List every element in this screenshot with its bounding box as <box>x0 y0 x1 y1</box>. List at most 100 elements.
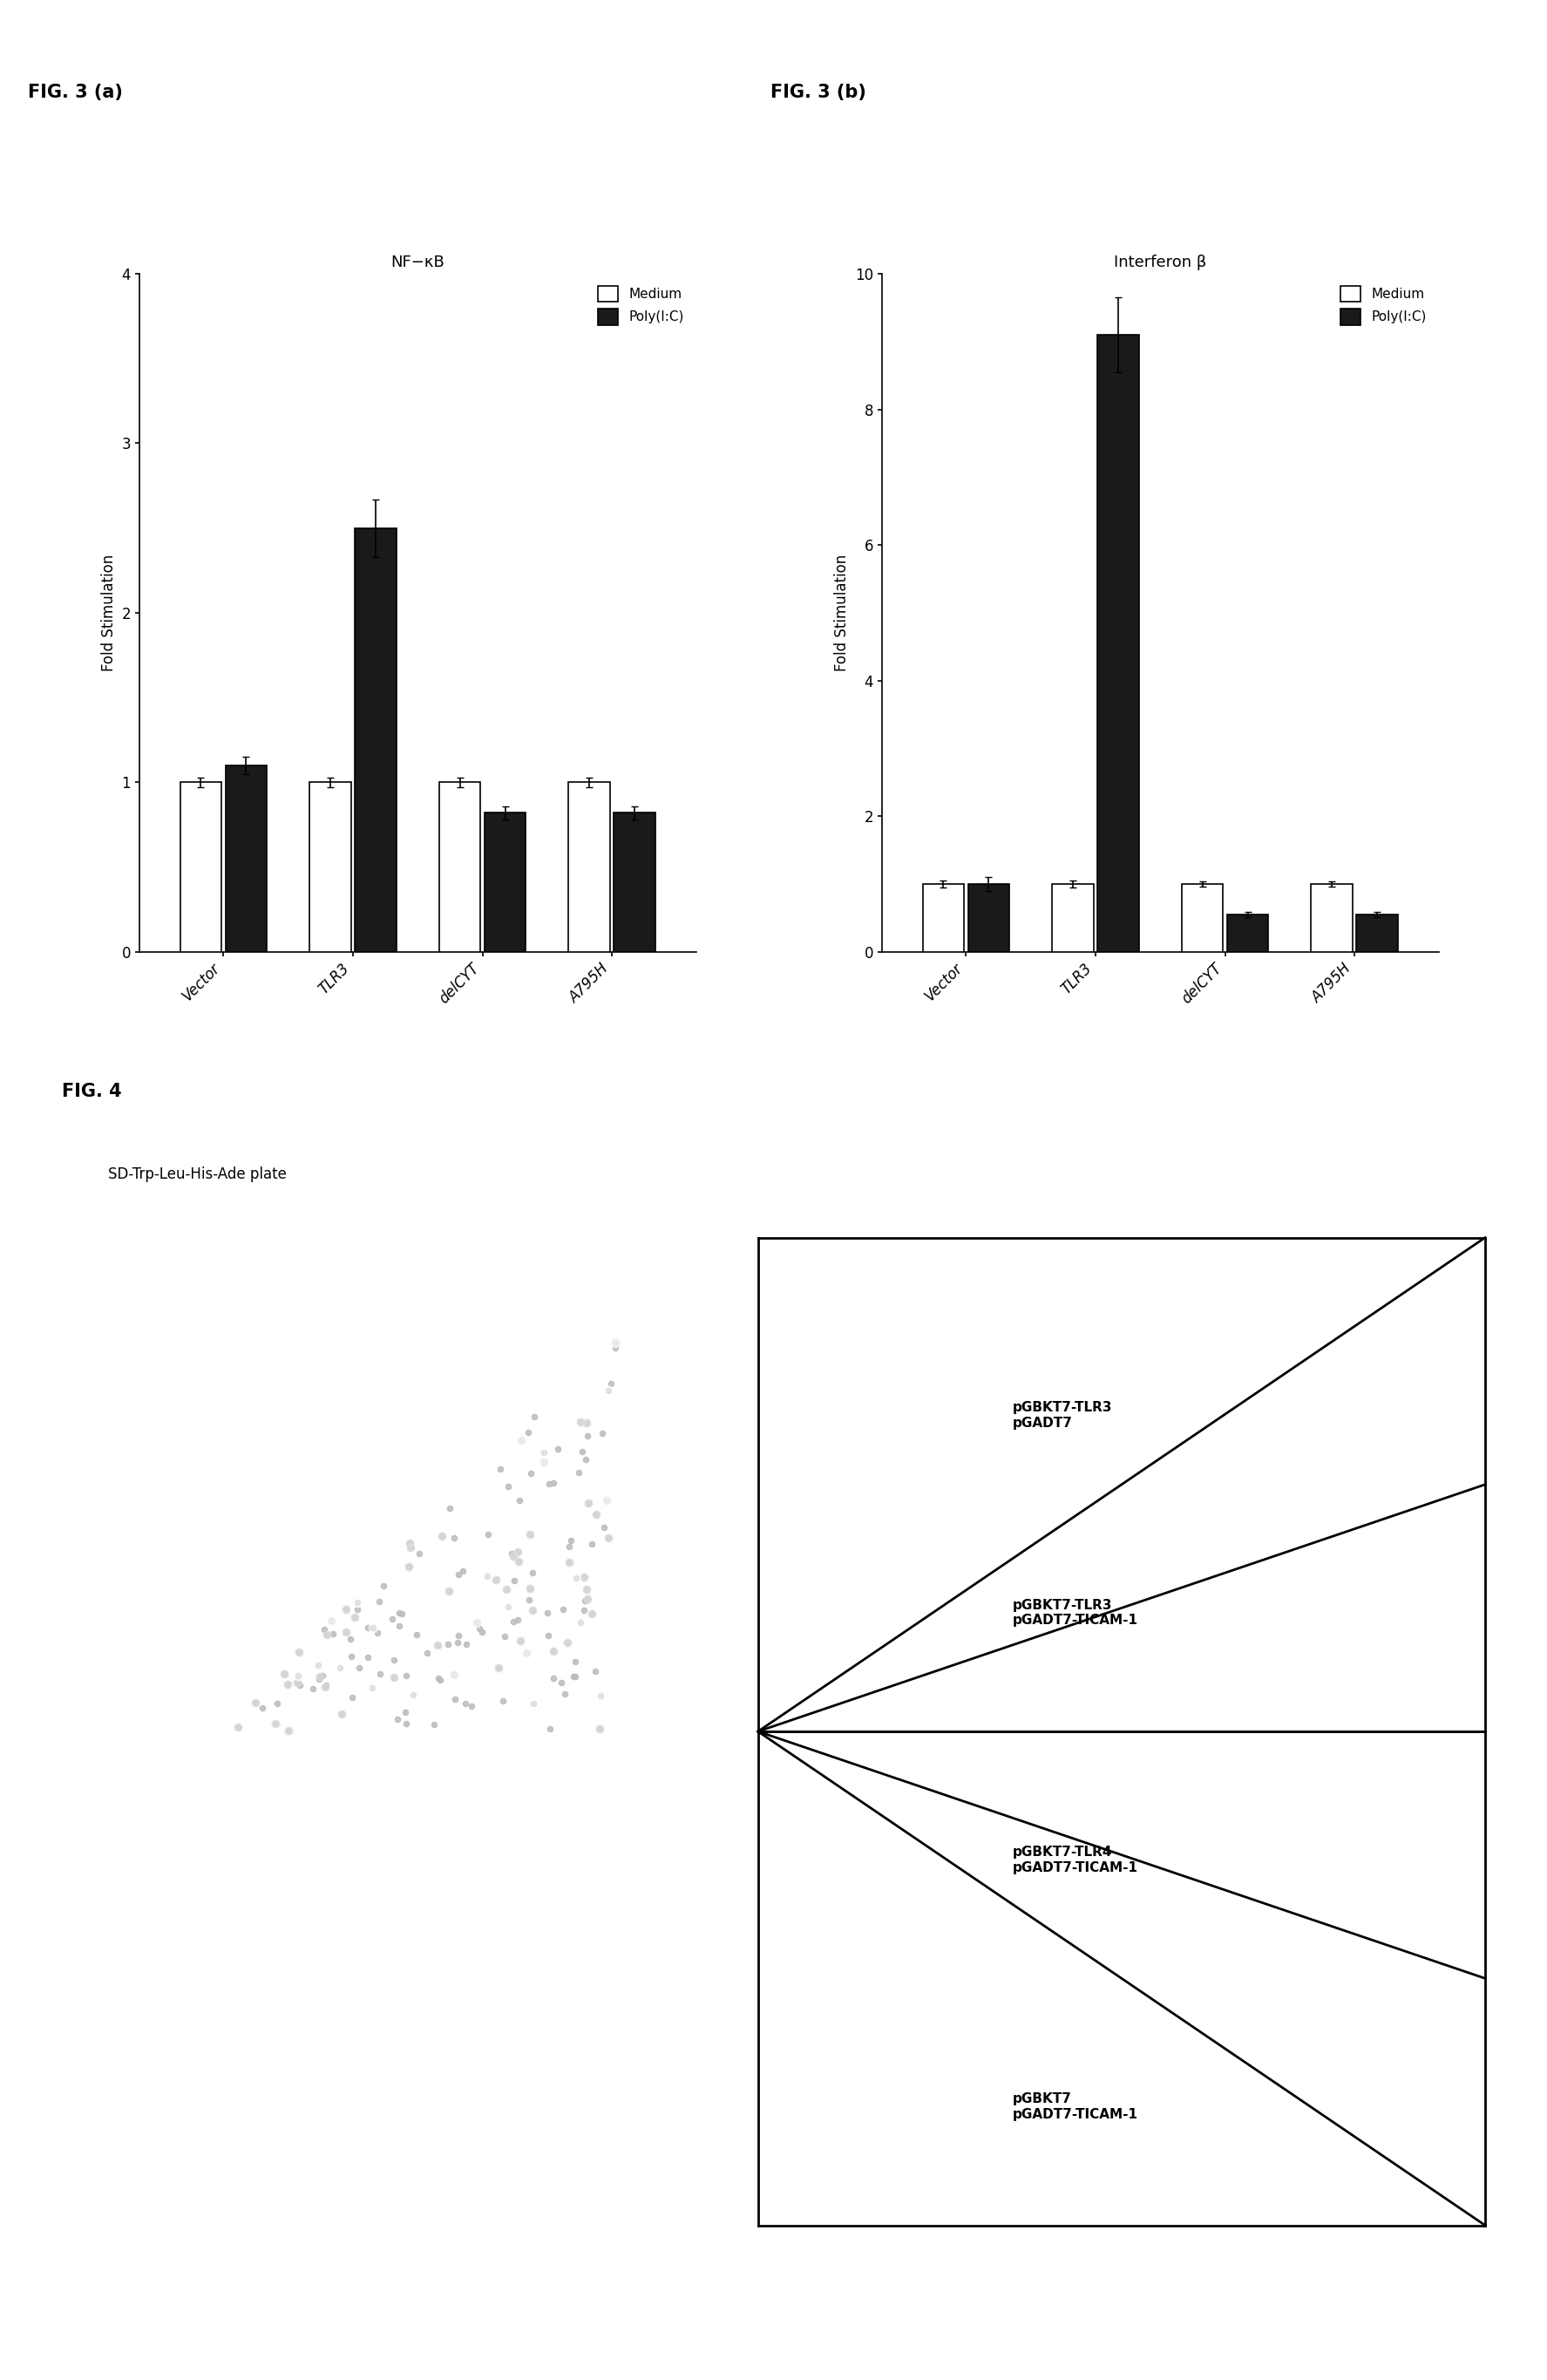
Point <box>506 1533 531 1571</box>
Point <box>306 1645 331 1683</box>
Bar <box>309 783 351 952</box>
Point <box>396 1547 421 1585</box>
Point <box>507 1623 532 1661</box>
Point <box>427 1661 452 1699</box>
Text: pGBKT7
pGADT7-TICAM-1: pGBKT7 pGADT7-TICAM-1 <box>1012 2092 1139 2121</box>
Point <box>359 1668 384 1706</box>
Point <box>314 1616 339 1654</box>
Point <box>330 1695 354 1733</box>
Point <box>593 1509 617 1547</box>
Point <box>263 1704 288 1742</box>
Point <box>503 1561 528 1599</box>
Point <box>500 1535 524 1573</box>
Point <box>580 1595 605 1633</box>
Point <box>506 1533 531 1571</box>
Bar <box>922 883 964 952</box>
Point <box>333 1614 357 1652</box>
Point <box>568 1604 593 1642</box>
Point <box>580 1526 605 1564</box>
Point <box>306 1645 331 1683</box>
Text: pGBKT7-TLR4
pGADT7-TICAM-1: pGBKT7-TLR4 pGADT7-TICAM-1 <box>1012 1847 1139 1873</box>
Point <box>495 1587 520 1626</box>
Point <box>520 1592 545 1630</box>
Point <box>552 1676 577 1714</box>
Point <box>328 1649 353 1687</box>
Point <box>360 1609 385 1647</box>
Point <box>521 1685 546 1723</box>
Point <box>574 1404 599 1442</box>
Point <box>541 1633 566 1671</box>
Point <box>387 1607 412 1645</box>
Point <box>541 1633 566 1671</box>
Point <box>436 1573 461 1611</box>
Point <box>446 1623 470 1661</box>
Point <box>340 1678 365 1716</box>
Point <box>277 1711 302 1749</box>
Point <box>421 1704 446 1742</box>
Text: FIG. 3 (a): FIG. 3 (a) <box>28 83 122 102</box>
Point <box>557 1542 582 1580</box>
Point <box>603 1323 628 1361</box>
Point <box>574 1404 599 1442</box>
Point <box>438 1490 463 1528</box>
Point <box>308 1656 333 1695</box>
Point <box>430 1516 455 1554</box>
Point <box>404 1616 429 1654</box>
Point <box>300 1671 325 1709</box>
Point <box>594 1480 619 1518</box>
Point <box>333 1614 357 1652</box>
Point <box>435 1626 459 1664</box>
Point <box>226 1709 251 1747</box>
Point <box>345 1590 370 1628</box>
Point <box>464 1604 489 1642</box>
Point <box>288 1666 312 1704</box>
Point <box>398 1523 422 1561</box>
Point <box>345 1583 370 1621</box>
Point <box>563 1656 588 1695</box>
Point <box>596 1518 620 1557</box>
Point <box>518 1516 543 1554</box>
Point <box>537 1616 562 1654</box>
Point <box>515 1414 540 1452</box>
Point <box>532 1442 557 1480</box>
Point <box>596 1371 620 1409</box>
Point <box>347 1649 371 1687</box>
Point <box>532 1442 557 1480</box>
Point <box>286 1656 311 1695</box>
Point <box>387 1595 412 1633</box>
Point <box>504 1602 529 1640</box>
Bar <box>1052 883 1094 952</box>
Point <box>486 1649 511 1687</box>
Point <box>393 1656 418 1695</box>
Point <box>589 1414 614 1452</box>
Point <box>563 1559 588 1597</box>
Bar <box>1357 914 1398 952</box>
Point <box>484 1561 509 1599</box>
Point <box>514 1633 538 1671</box>
Point <box>575 1580 600 1618</box>
Point <box>339 1637 364 1676</box>
Point <box>328 1649 353 1687</box>
Point <box>562 1656 586 1695</box>
Point <box>594 1480 619 1518</box>
Point <box>365 1614 390 1652</box>
Point <box>571 1559 596 1597</box>
Point <box>371 1566 396 1604</box>
Point <box>333 1590 357 1628</box>
Point <box>243 1683 268 1721</box>
Point <box>583 1495 608 1533</box>
Point <box>563 1642 588 1680</box>
Point <box>575 1580 600 1618</box>
Point <box>277 1711 302 1749</box>
Point <box>493 1571 518 1609</box>
Point <box>396 1547 421 1585</box>
Point <box>464 1604 489 1642</box>
Bar <box>439 783 481 952</box>
Point <box>330 1695 354 1733</box>
Point <box>586 1709 611 1747</box>
Point <box>312 1611 337 1649</box>
Point <box>517 1580 541 1618</box>
Point <box>514 1633 538 1671</box>
Point <box>430 1516 455 1554</box>
Bar <box>1182 883 1224 952</box>
